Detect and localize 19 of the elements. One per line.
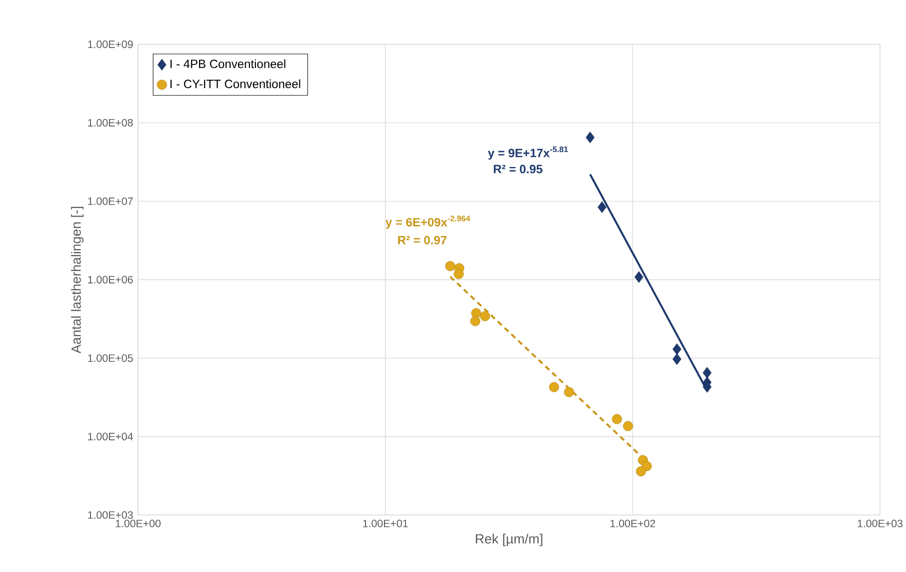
x-axis-title: Rek [µm/m] [476, 534, 542, 546]
y-tick-label: 1.00E+09 [88, 40, 133, 48]
x-tick-label: 1.00E+01 [363, 520, 408, 528]
y-tick-label: 1.00E+05 [88, 354, 133, 362]
y-tick-label: 1.00E+08 [88, 119, 133, 127]
legend-label: I - 4PB Conventioneel [170, 59, 286, 68]
x-tick-label: 1.00E+00 [116, 520, 161, 528]
y-tick-label: 1.00E+06 [88, 276, 133, 284]
annotation: y = 9E+17x$^{-5.81}$ [488, 146, 568, 160]
y-tick-label: 1.00E+03 [88, 511, 133, 519]
y-tick-label: 1.00E+04 [88, 432, 133, 440]
x-tick-label: 1.00E+02 [610, 520, 656, 528]
annotation: R² = 0.97 [398, 236, 446, 244]
y-axis-title: Aantal lastherhalingen [-] [71, 206, 84, 354]
annotation: R² = 0.95 [494, 164, 542, 174]
x-tick-label: 1.00E+03 [858, 520, 903, 528]
legend-label: I - CY-ITT Conventioneel [170, 79, 300, 88]
annotation: y = 6E+09x$^{-2.964}$ [386, 216, 470, 229]
y-tick-label: 1.00E+07 [88, 197, 133, 205]
